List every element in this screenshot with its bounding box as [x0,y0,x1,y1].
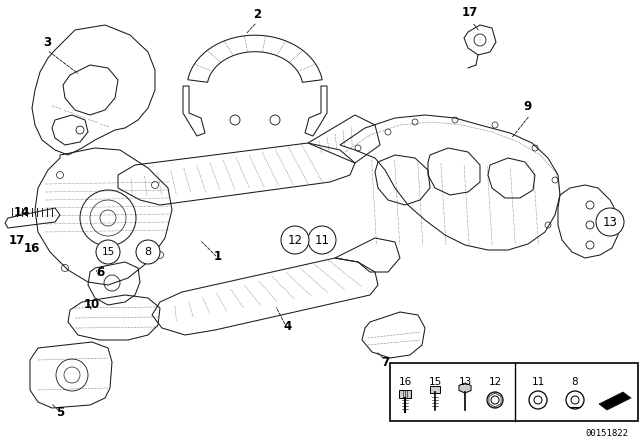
Text: 6: 6 [96,266,104,279]
Text: 12: 12 [488,377,502,387]
Polygon shape [599,392,631,410]
Text: 3: 3 [43,36,51,49]
Circle shape [596,208,624,236]
Text: 16: 16 [24,241,40,254]
Text: 12: 12 [287,233,303,246]
Text: 16: 16 [398,377,412,387]
Text: 13: 13 [603,215,618,228]
Circle shape [136,240,160,264]
Polygon shape [459,383,471,393]
Text: 1: 1 [214,250,222,263]
Text: 9: 9 [524,100,532,113]
Text: 13: 13 [458,377,472,387]
Circle shape [308,226,336,254]
Circle shape [96,240,120,264]
Text: 8: 8 [572,377,579,387]
Text: 15: 15 [101,247,115,257]
Text: 7: 7 [381,356,389,369]
Text: 2: 2 [253,8,261,21]
Text: 11: 11 [531,377,545,387]
Text: 17: 17 [9,233,25,246]
Bar [399,390,411,398]
Text: 8: 8 [145,247,152,257]
Circle shape [281,226,309,254]
Bar [430,386,440,393]
Text: 5: 5 [56,406,64,419]
Text: 14: 14 [14,206,30,219]
Text: 00151822: 00151822 [585,429,628,438]
Text: 15: 15 [428,377,442,387]
Text: 10: 10 [84,298,100,311]
Text: 4: 4 [284,320,292,333]
FancyBboxPatch shape [390,363,638,421]
Text: 11: 11 [314,233,330,246]
Text: 17: 17 [462,7,478,20]
